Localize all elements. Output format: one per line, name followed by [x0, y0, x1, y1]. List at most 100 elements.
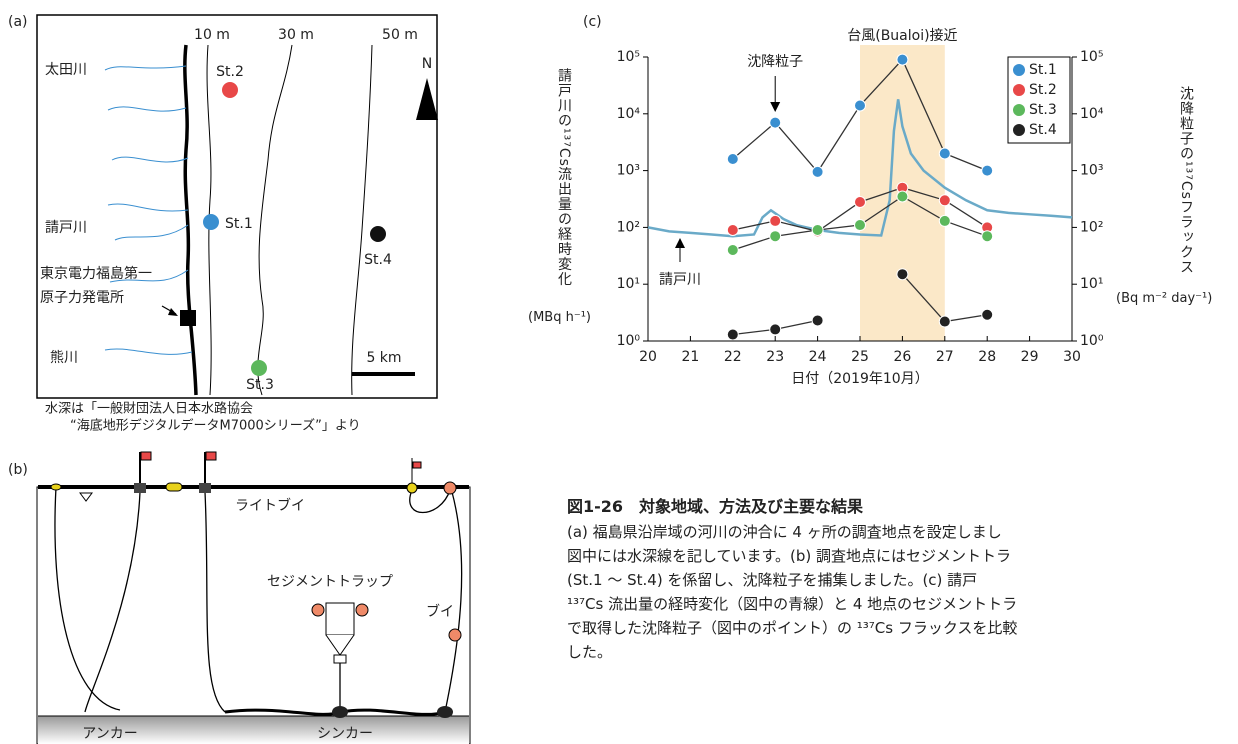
station-marker	[251, 360, 267, 376]
data-point	[939, 316, 950, 327]
data-point	[982, 309, 993, 320]
y-tick-label: 10⁵	[617, 49, 640, 65]
data-point	[727, 154, 738, 165]
diagram-label: ライトブイ	[235, 497, 305, 514]
data-point	[897, 269, 908, 280]
map-note: 水深は「一般財団法人日本水路協会	[45, 401, 253, 417]
plant-label: 原子力発電所	[40, 290, 124, 306]
data-point	[982, 231, 993, 242]
diagram-label: セジメントトラップ	[267, 574, 393, 590]
y2-axis-label: 沈降粒子の¹³⁷Csフラックス	[1178, 86, 1194, 275]
data-point	[770, 231, 781, 242]
annotation-arrowhead	[770, 102, 780, 112]
buoy	[449, 629, 461, 641]
y-tick-label: 10⁴	[617, 106, 641, 122]
station-marker	[222, 82, 238, 98]
x-tick-label: 23	[766, 349, 784, 365]
data-point	[727, 224, 738, 235]
annotation: 沈降粒子	[747, 54, 803, 70]
y2-axis-unit: (Bq m⁻² day⁻¹)	[1116, 291, 1212, 306]
data-point	[770, 324, 781, 335]
legend-marker	[1013, 64, 1025, 76]
y2-tick-label: 10²	[1080, 219, 1103, 235]
data-point	[982, 165, 993, 176]
river-label: 太田川	[45, 62, 87, 78]
caption: 図1-26 対象地域、方法及び主要な結果 (a) 福島県沿岸域の河川の沖合に 4…	[567, 494, 1238, 664]
data-point	[812, 166, 823, 177]
data-point	[770, 117, 781, 128]
trap-body	[326, 603, 354, 635]
legend-marker	[1013, 104, 1025, 116]
trap-float	[356, 604, 368, 616]
x-tick-label: 26	[893, 349, 911, 365]
data-point	[727, 329, 738, 340]
river-annotation: 請戸川	[659, 272, 701, 288]
y-axis-unit: (MBq h⁻¹)	[528, 310, 591, 325]
data-point	[939, 195, 950, 206]
sinker	[332, 706, 348, 718]
x-tick-label: 25	[851, 349, 869, 365]
x-tick-label: 24	[809, 349, 827, 365]
data-point	[855, 197, 866, 208]
data-point	[939, 215, 950, 226]
x-tick-label: 30	[1063, 349, 1081, 365]
sinker	[437, 706, 453, 718]
scale-bar	[352, 372, 415, 376]
depth-label: 10 m	[194, 27, 230, 43]
y2-tick-label: 10⁴	[1080, 106, 1104, 122]
x-tick-label: 29	[1021, 349, 1039, 365]
diagram-label: ブイ	[426, 603, 454, 620]
legend-label: St.4	[1029, 122, 1057, 138]
data-point	[939, 148, 950, 159]
plant-marker	[180, 310, 196, 326]
station-label: St.2	[216, 64, 244, 80]
float	[407, 483, 417, 493]
station-marker	[203, 214, 219, 230]
data-point	[770, 215, 781, 226]
buoy-body	[134, 483, 146, 493]
x-axis-label: 日付（2019年10月）	[791, 371, 928, 387]
highlight-label: 台風(Bualoi)接近	[847, 28, 957, 44]
data-point	[897, 191, 908, 202]
data-point	[812, 224, 823, 235]
map-panel: (a) 10 m 30 m 50 m 太田川 請戸川 熊川 St.1 St.2 …	[8, 14, 438, 434]
flag	[141, 452, 151, 460]
figure: (a) 10 m 30 m 50 m 太田川 請戸川 熊川 St.1 St.2 …	[0, 0, 1238, 744]
y-tick-label: 10³	[617, 163, 640, 179]
caption-line: (St.1 ～ St.4) を係留し、沈降粒子を捕集しました。(c) 請戸	[567, 568, 1238, 592]
x-tick-label: 20	[639, 349, 657, 365]
river-label: 熊川	[50, 350, 78, 366]
north-label: N	[422, 56, 432, 72]
diagram-label: アンカー	[82, 726, 137, 742]
caption-line: 図中には水深線を記しています。(b) 調査地点にはセジメントトラ	[567, 544, 1238, 568]
y2-tick-label: 10⁰	[1080, 333, 1104, 349]
station-label: St.4	[364, 252, 392, 268]
data-point	[897, 54, 908, 65]
caption-line: で取得した沈降粒子（図中のポイント）の ¹³⁷Cs フラックスを比較	[567, 616, 1238, 640]
y-tick-label: 10²	[617, 219, 640, 235]
legend-label: St.2	[1029, 82, 1057, 98]
panel-label: (b)	[8, 462, 28, 478]
trap-float	[312, 604, 324, 616]
station-label: St.3	[246, 377, 274, 393]
legend-label: St.3	[1029, 102, 1057, 118]
y2-tick-label: 10¹	[1080, 276, 1103, 292]
flag	[413, 462, 421, 468]
mooring-panel: (b) ライトブイ ブイ セジメントトラップ アンカー シンカー	[8, 452, 470, 744]
y2-tick-label: 10³	[1080, 163, 1103, 179]
legend-marker	[1013, 124, 1025, 136]
chart: (c) 台風(Bualoi)接近10⁰10¹10²10³10⁴10⁵10⁰10¹…	[583, 14, 1104, 387]
trap-bottle	[334, 655, 346, 663]
data-point	[855, 220, 866, 231]
plant-label: 東京電力福島第一	[40, 265, 152, 282]
depth-label: 30 m	[278, 27, 314, 43]
legend-marker	[1013, 84, 1025, 96]
station-label: St.1	[225, 216, 253, 232]
panel-label: (a)	[8, 14, 28, 30]
y-tick-label: 10¹	[617, 276, 640, 292]
buoy-body	[199, 483, 211, 493]
float	[51, 484, 61, 490]
river-label: 請戸川	[45, 220, 87, 236]
caption-title: 図1-26 対象地域、方法及び主要な結果	[567, 494, 1238, 520]
panel-label: (c)	[583, 14, 602, 30]
